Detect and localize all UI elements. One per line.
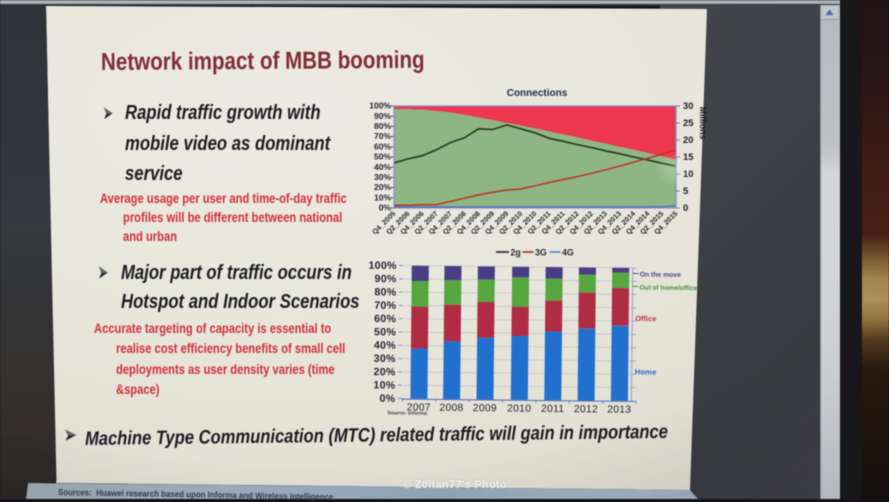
svg-text:50%: 50% [374, 326, 397, 338]
svg-text:60%: 60% [374, 141, 391, 151]
svg-text:Source: Informa: Source: Informa [387, 410, 427, 416]
svg-text:2009: 2009 [473, 403, 497, 414]
svg-text:100%: 100% [368, 260, 397, 272]
svg-text:2g: 2g [511, 248, 521, 258]
svg-text:3G: 3G [535, 248, 547, 258]
svg-text:10%: 10% [373, 379, 396, 391]
svg-text:2013: 2013 [607, 404, 631, 415]
svg-text:80%: 80% [374, 286, 397, 298]
svg-text:80%: 80% [374, 121, 391, 131]
svg-text:50%: 50% [374, 152, 391, 162]
svg-text:2011: 2011 [541, 404, 564, 415]
svg-text:10%: 10% [374, 192, 391, 202]
svg-text:0: 0 [683, 202, 688, 213]
svg-text:Connections: Connections [507, 88, 568, 99]
svg-text:60%: 60% [374, 313, 397, 325]
svg-text:40%: 40% [374, 340, 397, 352]
svg-text:20%: 20% [374, 366, 397, 378]
svg-text:20%: 20% [374, 182, 391, 192]
svg-text:Home: Home [635, 367, 657, 376]
svg-text:30%: 30% [374, 172, 391, 182]
svg-text:90%: 90% [374, 111, 391, 121]
svg-text:20: 20 [683, 134, 693, 145]
svg-text:On the move: On the move [640, 272, 681, 279]
svg-text:2012: 2012 [574, 404, 598, 415]
svg-text:2008: 2008 [439, 403, 463, 414]
svg-text:0%: 0% [379, 393, 395, 405]
svg-text:30%: 30% [374, 353, 397, 365]
svg-text:30: 30 [683, 100, 693, 111]
svg-text:Out of home/office: Out of home/office [640, 285, 698, 293]
svg-text:Office: Office [635, 314, 656, 323]
svg-text:25: 25 [683, 117, 693, 128]
svg-text:90%: 90% [374, 273, 397, 285]
svg-text:Millions: Millions [698, 107, 708, 140]
svg-text:40%: 40% [374, 162, 391, 172]
svg-text:100%: 100% [369, 101, 391, 111]
svg-text:4G: 4G [562, 248, 574, 258]
svg-text:70%: 70% [374, 300, 397, 312]
svg-text:2010: 2010 [507, 403, 531, 414]
svg-text:70%: 70% [374, 131, 391, 141]
